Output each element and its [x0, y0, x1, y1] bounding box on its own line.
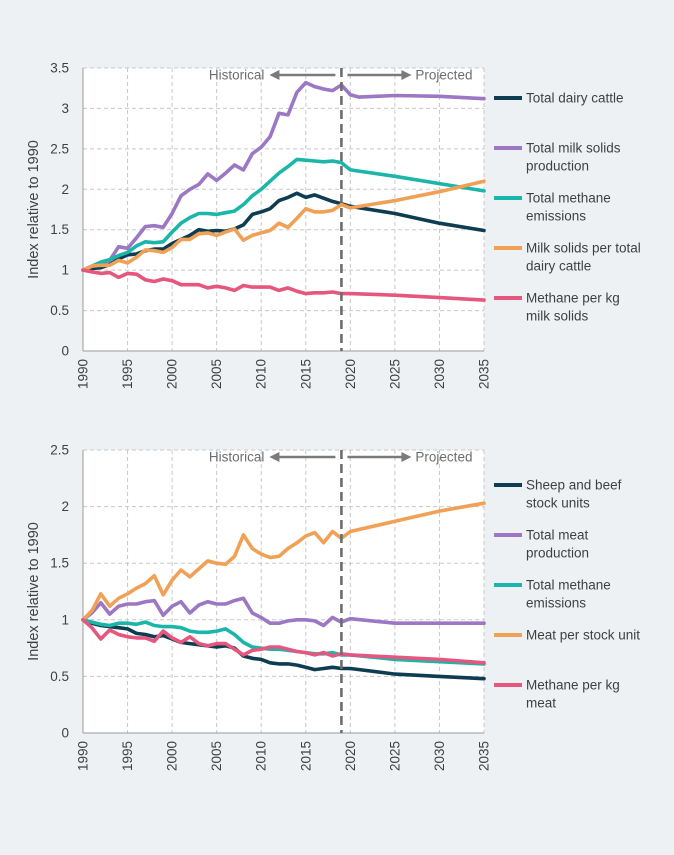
x-tick-label: 1990 — [76, 741, 91, 771]
legend-label-line: Total dairy cattle — [526, 91, 624, 106]
legend-label-line: Total milk solids — [526, 141, 621, 156]
y-axis-title: Index relative to 1990 — [26, 140, 42, 279]
x-tick-label: 1990 — [76, 359, 91, 389]
legend-label-line: emissions — [526, 209, 586, 224]
y-tick-label: 1 — [61, 263, 69, 278]
x-tick-label: 2000 — [165, 359, 180, 389]
x-tick-label: 2035 — [477, 359, 492, 389]
x-tick-label: 2030 — [432, 359, 447, 389]
x-tick-label: 2015 — [298, 741, 313, 771]
y-tick-label: 2 — [61, 182, 69, 197]
x-tick-label: 2000 — [165, 741, 180, 771]
projected-label: Projected — [415, 450, 472, 465]
historical-label: Historical — [209, 68, 265, 83]
legend-label-3: Total methane emissions — [526, 578, 611, 611]
y-tick-label: 1.5 — [50, 556, 69, 571]
legend-label-line: dairy cattle — [526, 259, 591, 274]
x-tick-label: 2010 — [254, 359, 269, 389]
legend-label-line: Total methane — [526, 578, 611, 593]
chart-2: 0 0.5 1 1.5 2 2.5 1990 1995 2000 2005 2010 2015 2020… — [26, 443, 640, 772]
legend-label-4: Milk solids per total dairy cattle — [526, 241, 641, 274]
y-tick-label: 2 — [61, 499, 69, 514]
legend-label-3: Total methane emissions — [526, 191, 611, 224]
y-tick-label: 3 — [61, 101, 69, 116]
legend-label-line: stock units — [526, 496, 590, 511]
x-tick-label: 2025 — [387, 741, 402, 771]
chart-1: 0 0.5 1 1.5 2 2.5 3 3.5 1990 1995 2000 2005 2010 2015… — [26, 61, 641, 390]
plot-area — [83, 450, 484, 733]
x-tick-label: 2010 — [254, 741, 269, 771]
series-line-5 — [81, 618, 486, 665]
historical-label: Historical — [209, 450, 265, 465]
legend-label-line: Sheep and beef — [526, 478, 622, 493]
legend-label-line: Total methane — [526, 191, 611, 206]
x-tick-label: 1995 — [120, 741, 135, 771]
legend-label-line: milk solids — [526, 309, 589, 324]
legend-label-line: Meat per stock unit — [526, 628, 640, 643]
legend-label-line: Total meat — [526, 528, 589, 543]
legend-label-2: Total milk solids production — [526, 141, 621, 174]
series-line-3 — [81, 157, 486, 272]
y-axis-title: Index relative to 1990 — [26, 522, 42, 661]
projected-arrow-head — [401, 70, 412, 80]
legend-label-line: meat — [526, 696, 556, 711]
series-line-4 — [81, 501, 486, 622]
projected-arrow-head — [401, 452, 412, 462]
x-tick-label: 1995 — [120, 359, 135, 389]
x-tick-label: 2030 — [432, 741, 447, 771]
series-line-5 — [81, 268, 486, 302]
legend-label-4: Meat per stock unit — [526, 628, 640, 643]
series-line-4 — [81, 179, 486, 272]
series-line-2 — [81, 596, 486, 628]
y-tick-label: 1 — [61, 612, 69, 627]
historical-arrow-head — [269, 70, 280, 80]
legend-label-1: Total dairy cattle — [526, 91, 624, 106]
x-tick-label: 2025 — [387, 359, 402, 389]
legend-label-2: Total meat production — [526, 528, 589, 561]
legend-label-line: production — [526, 546, 589, 561]
x-tick-label: 2035 — [477, 741, 492, 771]
x-tick-label: 2020 — [343, 741, 358, 771]
y-tick-label: 0.5 — [50, 303, 69, 318]
y-tick-label: 1.5 — [50, 222, 69, 237]
y-tick-label: 0 — [61, 726, 69, 741]
x-tick-label: 2015 — [298, 359, 313, 389]
legend-label-line: Methane per kg — [526, 291, 620, 306]
plot-area — [83, 68, 484, 351]
series-line-2 — [81, 80, 486, 272]
legend-label-line: production — [526, 159, 589, 174]
projected-label: Projected — [415, 68, 472, 83]
legend-label-line: Milk solids per total — [526, 241, 641, 256]
x-tick-label: 2020 — [343, 359, 358, 389]
legend-label-line: Methane per kg — [526, 678, 620, 693]
legend-label-5: Methane per kg milk solids — [526, 291, 620, 324]
legend-label-line: emissions — [526, 596, 586, 611]
y-tick-label: 0 — [61, 344, 69, 359]
y-tick-label: 2.5 — [50, 141, 69, 156]
historical-arrow-head — [269, 452, 280, 462]
legend-label-1: Sheep and beef stock units — [526, 478, 622, 511]
legend-label-5: Methane per kg meat — [526, 678, 620, 711]
y-tick-label: 2.5 — [50, 443, 69, 458]
x-tick-label: 2005 — [209, 741, 224, 771]
y-tick-label: 3.5 — [50, 61, 69, 76]
x-tick-label: 2005 — [209, 359, 224, 389]
y-tick-label: 0.5 — [50, 669, 69, 684]
